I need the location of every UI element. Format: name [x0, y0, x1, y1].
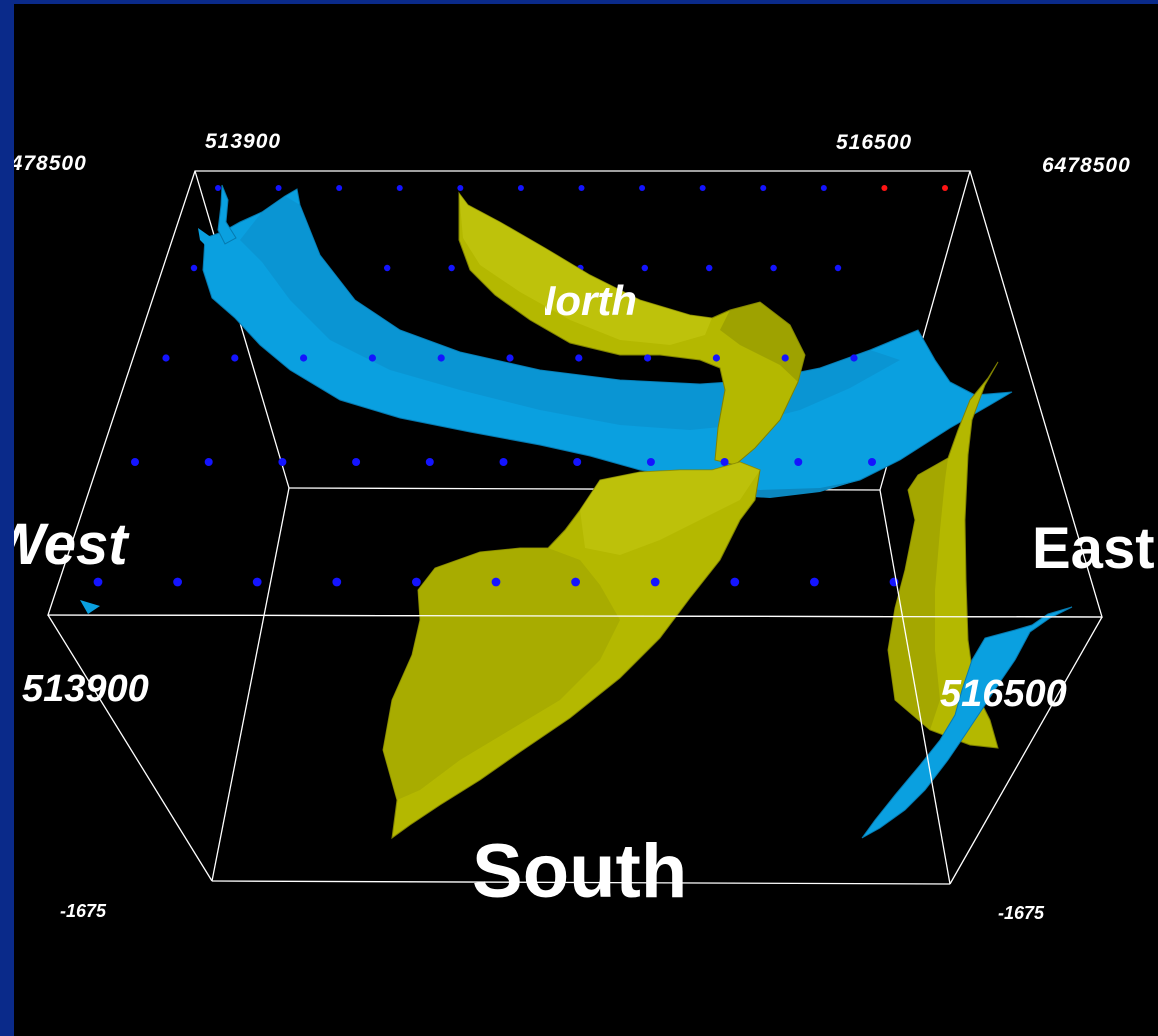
sample-point — [368, 354, 376, 362]
sample-point — [644, 354, 652, 362]
sample-point — [517, 185, 524, 191]
sample-point — [384, 264, 391, 272]
sample-point — [646, 458, 655, 466]
sample-point — [770, 264, 777, 272]
sample-point — [639, 185, 646, 191]
sample-point — [173, 577, 183, 587]
north-label: North — [545, 280, 637, 324]
sample-point — [190, 264, 198, 272]
sample-point — [573, 458, 582, 466]
sample-point — [641, 264, 648, 272]
sample-point — [794, 458, 803, 466]
sample-point — [425, 458, 434, 466]
sample-point — [712, 354, 721, 362]
sample-point — [868, 458, 876, 466]
sample-point — [491, 577, 501, 587]
sample-point — [252, 577, 262, 587]
sample-points-upper — [190, 185, 948, 272]
depth-left-label: -1675 — [60, 901, 107, 921]
sample-point — [499, 458, 508, 466]
sample-point — [352, 458, 361, 466]
south-label: South — [472, 829, 688, 914]
sample-point-red — [942, 185, 948, 191]
bottom-x-right-label: 516500 — [940, 673, 1067, 715]
top-x-right-label: 516500 — [836, 131, 913, 154]
sample-point — [275, 185, 282, 191]
3d-viewport[interactable]: 513900 516500 6478500 6478500 North West… — [14, 4, 1158, 1036]
sample-point — [300, 354, 308, 362]
yellow-surface-right — [887, 361, 999, 749]
sample-point — [730, 577, 740, 587]
west-label: West — [14, 512, 128, 577]
y-right-label: 6478500 — [1042, 154, 1131, 177]
top-x-left-label: 513900 — [205, 130, 282, 153]
sample-points-lower — [93, 577, 899, 587]
east-label: East — [1032, 516, 1155, 581]
blue-surface-lower — [861, 606, 1073, 839]
scene-svg — [47, 170, 1103, 885]
sample-point — [412, 577, 421, 587]
sample-point — [575, 354, 583, 362]
sample-point — [699, 185, 706, 191]
sample-point — [850, 354, 858, 362]
sample-point — [578, 185, 585, 191]
sample-point — [204, 458, 213, 466]
sample-point — [93, 577, 103, 587]
sample-point — [781, 354, 789, 362]
blue-marker-triangle-icon — [80, 600, 100, 614]
north-label-clip: North — [545, 280, 661, 324]
sample-points-middle — [131, 354, 876, 466]
bottom-x-left-label: 513900 — [22, 668, 149, 710]
sample-point — [706, 264, 713, 272]
bounding-box-front — [47, 487, 1103, 885]
y-left-label: 6478500 — [14, 152, 87, 175]
sample-point — [131, 458, 139, 466]
sample-point — [457, 185, 464, 191]
sample-point — [162, 354, 170, 362]
yellow-surface-lower — [382, 461, 761, 840]
yellow-surface-upper — [458, 191, 806, 466]
sample-point — [810, 577, 819, 587]
sample-point — [760, 185, 767, 191]
sample-point — [215, 185, 221, 191]
sample-point — [448, 264, 455, 272]
sample-point — [332, 577, 342, 587]
sample-point — [650, 577, 660, 587]
sample-point — [437, 354, 445, 362]
sample-point — [278, 458, 287, 466]
sample-point — [336, 185, 343, 191]
scene: 513900 516500 6478500 6478500 North West… — [14, 4, 1158, 1036]
sample-point — [396, 185, 403, 191]
sample-point — [720, 458, 729, 466]
sample-point — [571, 577, 580, 587]
sample-point — [231, 354, 239, 362]
sample-point — [834, 264, 842, 272]
sample-point-red — [881, 185, 888, 191]
sample-point — [506, 354, 514, 362]
sample-point — [820, 185, 827, 191]
depth-right-label: -1675 — [998, 903, 1045, 923]
